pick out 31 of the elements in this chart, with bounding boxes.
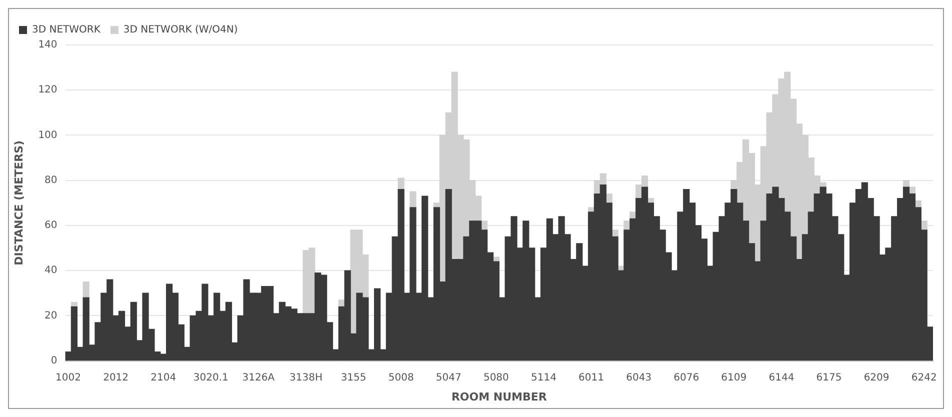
x-tick-label: 5047 bbox=[436, 372, 462, 384]
y-tick-label: 120 bbox=[38, 84, 58, 96]
y-tick-label: 0 bbox=[50, 355, 58, 366]
x-tick-label: 3155 bbox=[340, 372, 366, 384]
x-tick-label: 6144 bbox=[768, 372, 794, 384]
legend-label: 3D NETWORK (W/O4N) bbox=[123, 24, 238, 36]
legend-label: 3D NETWORK bbox=[32, 24, 101, 36]
y-tick-label: 20 bbox=[44, 310, 58, 322]
x-tick-label: 2104 bbox=[150, 372, 176, 384]
x-tick-label: 5008 bbox=[388, 372, 414, 384]
x-tick-label: 6209 bbox=[864, 372, 890, 384]
x-tick-label: 6076 bbox=[674, 372, 700, 384]
x-tick-label: 2012 bbox=[103, 372, 129, 384]
y-axis-title: DISTANCE (METERS) bbox=[12, 140, 26, 266]
x-axis-title: ROOM NUMBER bbox=[451, 390, 548, 404]
x-tick-label: 3020.1 bbox=[193, 372, 228, 384]
y-tick-label: 60 bbox=[44, 220, 58, 232]
x-tick-label: 5080 bbox=[483, 372, 509, 384]
x-tick-label: 6175 bbox=[816, 372, 842, 384]
x-tick-label: 6242 bbox=[911, 372, 937, 384]
y-tick-label: 40 bbox=[44, 265, 58, 276]
y-tick-label: 140 bbox=[38, 40, 58, 51]
x-tick-label: 3126A bbox=[242, 372, 275, 384]
y-tick-label: 80 bbox=[44, 174, 58, 186]
x-tick-label: 6043 bbox=[626, 372, 652, 384]
x-tick-label: 6011 bbox=[578, 372, 604, 384]
x-tick-label: 5114 bbox=[530, 372, 556, 384]
y-tick-label: 100 bbox=[38, 130, 58, 141]
x-tick-label: 6109 bbox=[721, 372, 747, 384]
x-tick-label: 1002 bbox=[56, 372, 81, 384]
x-tick-label: 3138H bbox=[290, 372, 322, 384]
